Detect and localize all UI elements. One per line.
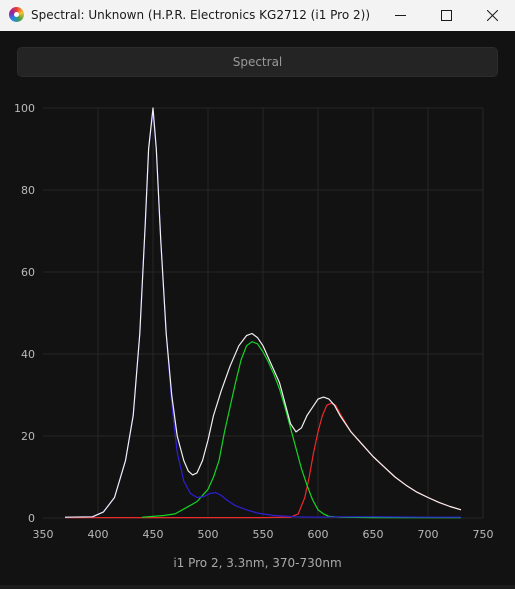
close-icon — [486, 9, 498, 22]
chart-grid — [43, 107, 484, 519]
y-tick-label: 60 — [21, 266, 35, 279]
x-tick-label: 500 — [198, 528, 219, 541]
x-tick-label: 750 — [473, 528, 494, 541]
y-tick-label: 0 — [28, 512, 35, 525]
x-tick-label: 700 — [418, 528, 439, 541]
chart-caption: i1 Pro 2, 3.3nm, 370-730nm — [173, 556, 342, 570]
chart-series — [64, 107, 462, 519]
close-button[interactable] — [469, 0, 515, 31]
tab-spectral-label: Spectral — [232, 55, 283, 69]
bottom-strip — [0, 585, 515, 589]
minimize-icon — [394, 15, 406, 16]
minimize-button[interactable] — [377, 0, 423, 31]
y-tick-label: 20 — [21, 430, 35, 443]
series-line-green — [141, 341, 461, 519]
x-tick-label: 550 — [253, 528, 274, 541]
x-tick-label: 600 — [308, 528, 329, 541]
y-tick-label: 100 — [14, 102, 35, 115]
window-title: Spectral: Unknown (H.P.R. Electronics KG… — [31, 8, 370, 22]
spectral-chart: 350 400 450 500 550 600 650 700 750 0 20 40 60 80 100 — [14, 102, 494, 541]
y-tick-label: 40 — [21, 348, 35, 361]
y-tick-label: 80 — [21, 184, 35, 197]
x-tick-label: 350 — [33, 528, 54, 541]
x-tick-label: 400 — [88, 528, 109, 541]
x-tick-label: 450 — [143, 528, 164, 541]
chart-ticks: 350 400 450 500 550 600 650 700 750 0 20 40 60 80 100 — [14, 102, 494, 541]
maximize-button[interactable] — [423, 0, 469, 31]
series-line-white — [64, 107, 462, 518]
spectral-app-icon — [9, 7, 24, 22]
x-tick-label: 650 — [363, 528, 384, 541]
maximize-icon — [440, 10, 452, 21]
tab-spectral[interactable]: Spectral — [17, 47, 498, 77]
title-bar[interactable]: Spectral: Unknown (H.P.R. Electronics KG… — [0, 0, 515, 31]
